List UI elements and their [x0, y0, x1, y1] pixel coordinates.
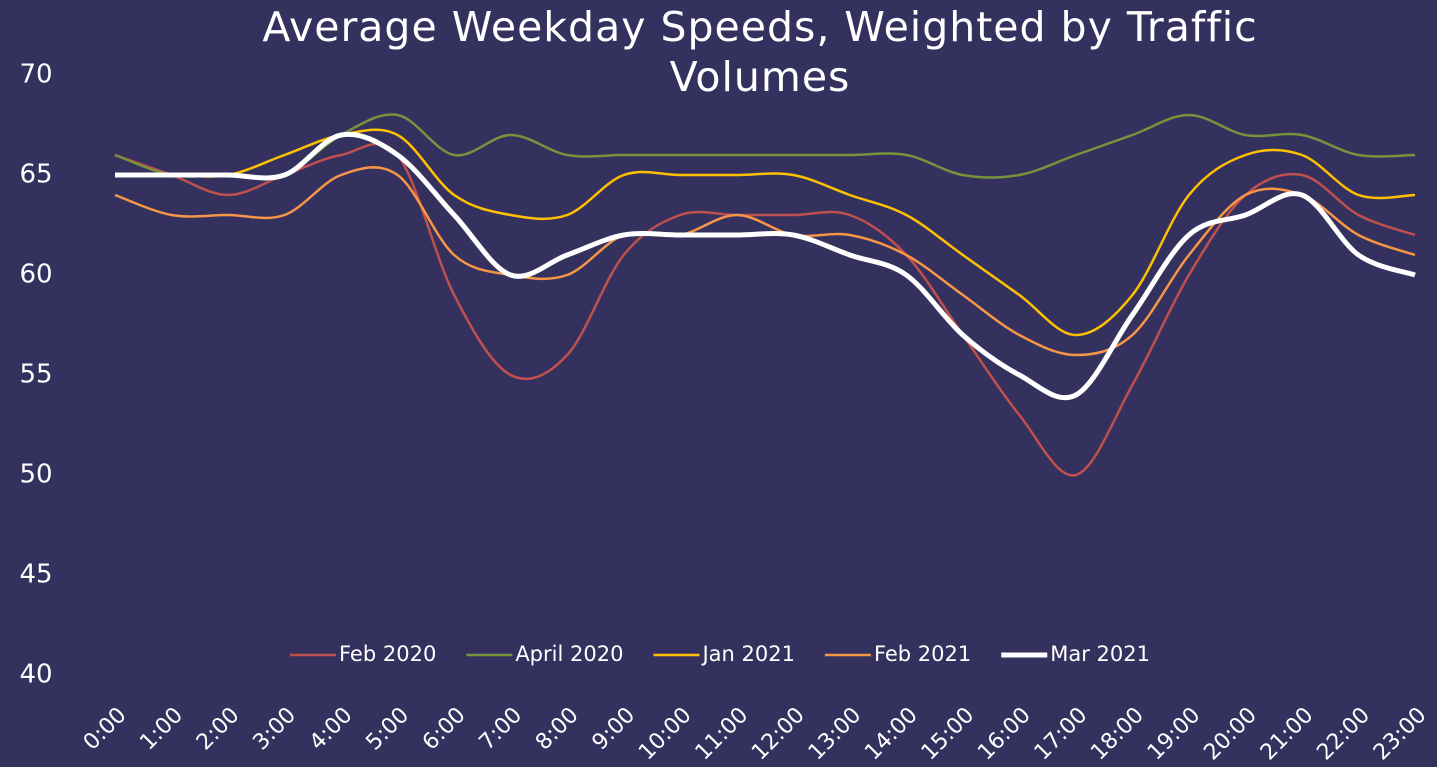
- x-tick-label: 15:00: [917, 703, 980, 766]
- x-tick-label: 17:00: [1030, 703, 1093, 766]
- x-tick-label: 3:00: [248, 703, 301, 756]
- y-tick-label: 70: [19, 60, 52, 90]
- x-tick-label: 0:00: [79, 703, 132, 756]
- series-line: [114, 166, 1416, 357]
- legend-label: Feb 2020: [339, 642, 436, 666]
- y-tick-label: 40: [19, 660, 52, 690]
- x-tick-label: 13:00: [804, 703, 867, 766]
- x-tick-label: 16:00: [973, 703, 1036, 766]
- x-tick-label: 2:00: [192, 703, 245, 756]
- y-tick-label: 55: [19, 360, 52, 390]
- x-tick-label: 20:00: [1199, 703, 1262, 766]
- x-tick-label: 8:00: [531, 703, 584, 756]
- x-tick-label: 5:00: [361, 703, 414, 756]
- x-tick-label: 6:00: [418, 703, 471, 756]
- series-line: [115, 131, 1416, 401]
- x-tick-label: 9:00: [588, 703, 641, 756]
- y-tick-label: 60: [19, 260, 52, 290]
- legend-label: Feb 2021: [874, 642, 971, 666]
- x-tick-label: 12:00: [747, 703, 810, 766]
- x-tick-label: 14:00: [860, 703, 923, 766]
- x-tick-label: 1:00: [135, 703, 188, 756]
- legend-label: Mar 2021: [1050, 642, 1150, 666]
- x-tick-label: 11:00: [691, 703, 754, 766]
- series-line: [114, 142, 1416, 477]
- y-tick-label: 50: [19, 460, 52, 490]
- chart-title: Average Weekday Speeds, Weighted by Traf…: [262, 3, 1258, 101]
- x-tick-label: 4:00: [305, 703, 358, 756]
- x-tick-label: 7:00: [475, 703, 528, 756]
- x-tick-label: 21:00: [1256, 703, 1319, 766]
- legend-label: Jan 2021: [700, 642, 795, 666]
- x-tick-label: 23:00: [1369, 703, 1432, 766]
- x-tick-label: 22:00: [1312, 703, 1375, 766]
- y-tick-label: 65: [19, 160, 52, 190]
- x-tick-label: 10:00: [634, 703, 697, 766]
- y-tick-label: 45: [19, 560, 52, 590]
- legend-label: April 2020: [515, 642, 623, 666]
- x-tick-label: 19:00: [1143, 703, 1206, 766]
- x-tick-label: 18:00: [1086, 703, 1149, 766]
